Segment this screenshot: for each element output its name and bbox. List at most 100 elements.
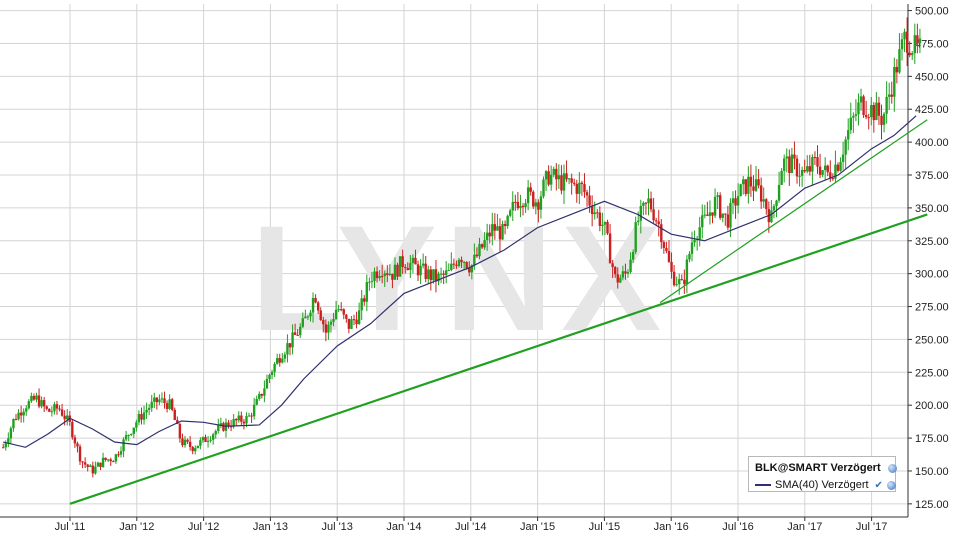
candle-down xyxy=(442,273,445,275)
candle-up xyxy=(893,66,896,97)
candle-down xyxy=(191,446,194,452)
y-tick-label: 450.00 xyxy=(915,71,949,83)
candle-down xyxy=(296,334,299,336)
x-tick-label: Jan '15 xyxy=(520,521,555,533)
candle-up xyxy=(311,297,315,313)
candle-up xyxy=(562,173,566,191)
candle-up xyxy=(101,457,105,467)
candle-down xyxy=(380,276,384,278)
candle-down xyxy=(570,178,573,183)
candle-down xyxy=(480,244,484,248)
candle-down xyxy=(611,263,614,268)
candle-down xyxy=(181,438,184,446)
candle-up xyxy=(153,397,156,402)
candle-up xyxy=(393,264,397,280)
candle-down xyxy=(880,115,883,125)
legend-sma[interactable]: SMA(40) Verzögert ✔ xyxy=(755,479,896,491)
candle-up xyxy=(270,371,274,375)
candle-down xyxy=(86,464,89,467)
candle-up xyxy=(675,284,678,286)
candle-down xyxy=(163,398,166,404)
candle-up xyxy=(247,415,251,417)
candle-down xyxy=(788,156,791,174)
candle-down xyxy=(314,297,317,303)
candle-down xyxy=(816,157,819,167)
candle-down xyxy=(58,408,61,410)
candle-down xyxy=(316,302,320,311)
candle-down xyxy=(188,441,192,447)
candle-up xyxy=(478,244,481,257)
candle-up xyxy=(885,96,888,114)
candle-up xyxy=(496,226,499,231)
candle-down xyxy=(104,457,107,460)
candle-down xyxy=(521,205,525,208)
legend-symbol[interactable]: BLK@SMART Verzögert xyxy=(755,462,897,474)
candle-down xyxy=(37,395,41,407)
candle-up xyxy=(283,354,287,359)
candle-up xyxy=(327,324,330,333)
candle-down xyxy=(352,319,356,321)
candle-down xyxy=(503,223,507,227)
legend-sma-label: SMA(40) Verzögert xyxy=(775,479,869,491)
candle-up xyxy=(209,439,212,441)
candle-down xyxy=(345,314,348,319)
candle-down xyxy=(171,399,174,410)
candle-down xyxy=(749,176,753,187)
candle-up xyxy=(237,415,240,421)
candle-up xyxy=(506,215,509,227)
candle-up xyxy=(124,435,128,440)
candle-up xyxy=(783,158,786,171)
candle-up xyxy=(542,179,545,197)
sma-swatch xyxy=(755,484,771,486)
candle-down xyxy=(532,191,535,207)
candle-up xyxy=(844,139,847,155)
globe-icon[interactable] xyxy=(886,480,896,490)
candle-down xyxy=(227,422,230,427)
candle-up xyxy=(201,437,205,441)
candle-down xyxy=(112,461,115,463)
candle-up xyxy=(365,282,369,302)
candle-down xyxy=(222,423,225,431)
candle-up xyxy=(557,175,561,180)
candle-down xyxy=(140,414,143,420)
candle-up xyxy=(373,271,376,281)
globe-icon[interactable] xyxy=(887,463,897,473)
candle-down xyxy=(401,256,404,267)
candle-up xyxy=(22,411,25,416)
candle-down xyxy=(711,212,714,216)
candle-up xyxy=(427,269,430,279)
candle-down xyxy=(718,195,722,218)
candle-down xyxy=(514,201,517,203)
candle-up xyxy=(94,466,97,474)
candle-up xyxy=(299,326,302,336)
candle-up xyxy=(742,179,745,185)
candle-down xyxy=(818,166,822,175)
candle-down xyxy=(493,224,497,231)
candle-down xyxy=(73,437,77,444)
candle-up xyxy=(754,179,758,191)
candle-up xyxy=(150,401,153,408)
candle-up xyxy=(304,316,307,319)
candle-down xyxy=(547,171,550,185)
candle-down xyxy=(585,192,589,196)
sma-40-line xyxy=(3,115,917,448)
candle-down xyxy=(240,415,243,422)
candle-down xyxy=(616,274,619,283)
y-tick-label: 275.00 xyxy=(915,302,949,314)
candle-down xyxy=(831,178,835,180)
candle-down xyxy=(660,224,663,243)
candle-up xyxy=(690,242,694,254)
candle-up xyxy=(857,102,860,115)
candle-up xyxy=(219,423,223,426)
candle-up xyxy=(713,196,717,216)
candle-down xyxy=(288,343,292,348)
candle-up xyxy=(411,257,415,264)
candle-up xyxy=(53,404,56,412)
candle-down xyxy=(555,168,558,180)
check-icon[interactable]: ✔ xyxy=(874,479,883,491)
candle-up xyxy=(703,214,707,216)
candle-down xyxy=(60,409,64,416)
legend: BLK@SMART Verzögert SMA(40) Verzögert ✔ xyxy=(748,456,897,492)
candle-up xyxy=(214,430,217,435)
